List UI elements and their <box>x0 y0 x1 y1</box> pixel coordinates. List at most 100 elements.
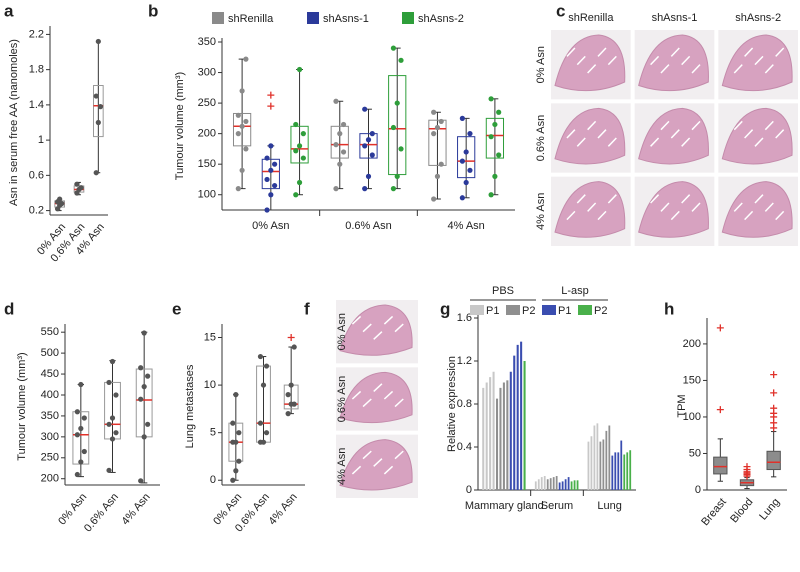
data-point <box>239 88 245 94</box>
data-point <box>394 100 400 106</box>
group-label: L-asp <box>561 285 589 297</box>
data-point <box>243 146 249 152</box>
y-axis-label: Tumour volume (mm³) <box>16 352 28 460</box>
panel-letter: c <box>556 1 565 20</box>
y-axis-label: Relative expression <box>446 356 458 452</box>
data-point <box>296 143 303 149</box>
bar <box>516 344 519 490</box>
x-tick-label: 4% Asn <box>267 491 300 527</box>
box <box>290 125 309 164</box>
bar <box>502 382 505 490</box>
tissue <box>339 371 413 424</box>
bar <box>534 481 537 490</box>
bar <box>513 355 516 490</box>
vessel <box>775 129 785 139</box>
y-tick-label: 400 <box>41 389 59 401</box>
legend-swatch <box>212 12 224 24</box>
data-point <box>81 415 87 421</box>
vessel <box>597 210 607 221</box>
data-point <box>138 365 144 371</box>
vessel <box>587 64 597 74</box>
y-tick-label: 10 <box>204 379 216 391</box>
data-point <box>141 384 147 390</box>
bar <box>506 380 509 490</box>
data-point <box>74 409 80 415</box>
column-label: shAsns-2 <box>735 12 781 24</box>
outlier <box>716 324 724 332</box>
vessel <box>607 55 617 66</box>
data-point <box>138 478 144 484</box>
legend-swatch <box>506 305 520 315</box>
y-tick-label: 1.6 <box>457 312 472 324</box>
vessel <box>362 398 372 408</box>
x-tick-label: Blood <box>728 496 755 525</box>
data-point <box>97 104 104 110</box>
box <box>766 450 781 471</box>
bar <box>573 480 576 490</box>
vessel <box>373 383 383 392</box>
vessel <box>566 210 576 221</box>
data-point <box>145 421 151 427</box>
data-point <box>233 392 239 398</box>
tissue <box>554 107 626 165</box>
data-point <box>431 109 437 115</box>
y-tick-label: 0.2 <box>29 205 44 217</box>
vessel <box>597 129 607 139</box>
data-point <box>243 56 249 62</box>
box <box>485 117 505 159</box>
data-point <box>488 192 494 198</box>
vessel <box>576 55 586 66</box>
vessel <box>764 120 774 131</box>
panel-letter: d <box>4 299 14 318</box>
vessel <box>394 323 404 333</box>
data-point <box>78 381 84 388</box>
y-tick-label: 350 <box>198 36 216 48</box>
box <box>232 112 252 147</box>
outlier <box>743 463 751 471</box>
vessel <box>566 47 576 57</box>
y-tick-label: 1 <box>38 134 44 146</box>
data-point <box>463 179 469 186</box>
panel-letter: f <box>304 299 310 318</box>
x-tick-label: 0% Asn <box>56 491 89 527</box>
data-point <box>434 173 441 179</box>
bar <box>552 477 555 490</box>
y-tick-label: 1.4 <box>29 99 44 111</box>
bar <box>482 387 485 490</box>
data-point <box>113 392 119 398</box>
vessel <box>775 47 785 57</box>
y-tick-label: 15 <box>204 331 216 343</box>
data-point <box>78 185 84 191</box>
data-point <box>59 200 65 207</box>
data-point <box>296 66 303 73</box>
y-tick-label: 200 <box>41 473 59 485</box>
data-point <box>263 430 270 436</box>
data-point <box>106 421 112 427</box>
data-point <box>74 432 80 438</box>
data-point <box>95 119 101 126</box>
data-point <box>390 45 397 51</box>
bar <box>629 450 632 490</box>
outlier <box>770 419 778 427</box>
data-point <box>488 134 494 140</box>
data-point <box>138 396 144 402</box>
x-tick-label: 0.6% Asn <box>345 220 391 232</box>
y-tick-label: 200 <box>198 128 216 140</box>
data-point <box>236 430 242 436</box>
outlier <box>287 334 295 342</box>
tissue <box>721 107 793 165</box>
data-point <box>398 146 404 152</box>
bar <box>561 481 564 490</box>
vessel <box>362 450 372 460</box>
data-point <box>264 207 270 213</box>
bar <box>623 454 626 490</box>
data-point <box>233 468 239 474</box>
bar <box>520 341 523 490</box>
data-point <box>95 38 101 45</box>
y-tick-label: 0.4 <box>457 441 472 453</box>
box <box>261 158 280 190</box>
bar <box>485 382 488 490</box>
data-point <box>431 131 437 137</box>
outlier <box>770 404 778 412</box>
vessel <box>383 315 394 325</box>
